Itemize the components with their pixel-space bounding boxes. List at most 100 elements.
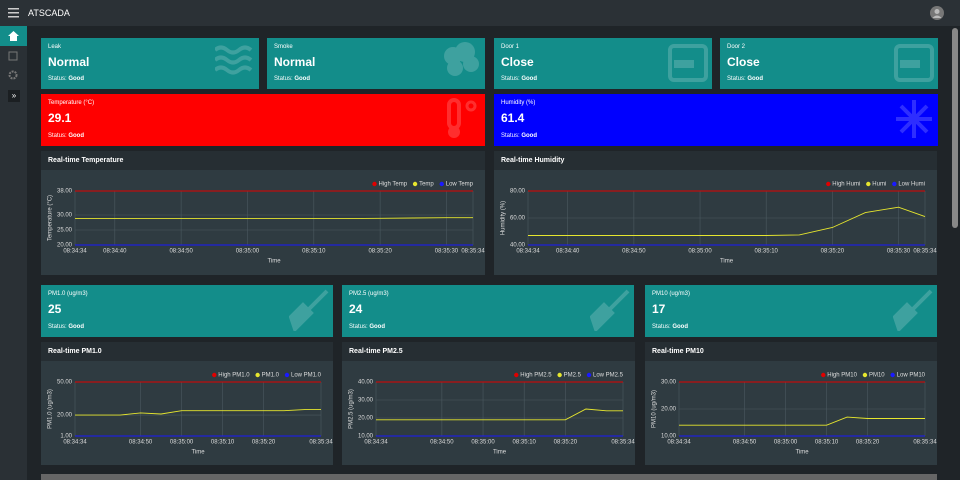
app-title: ATSCADA: [28, 8, 70, 18]
y-tick-label: 25.00: [57, 228, 73, 234]
legend-label: Humi: [872, 182, 886, 188]
x-tick-label: 08:35:20: [856, 440, 880, 446]
card-value: Close: [501, 55, 534, 69]
card-label: PM2.5 (ug/m3): [349, 291, 389, 297]
card-status: Status: Good: [652, 324, 688, 330]
x-tick-label: 08:35:34: [461, 249, 485, 255]
x-tick-label: 08:35:34: [913, 249, 937, 255]
card-icon: [668, 44, 708, 82]
card-label: PM10 (ug/m3): [652, 291, 691, 297]
legend-marker: [826, 181, 831, 187]
y-tick-label: 38.00: [57, 189, 73, 195]
card-icon: [447, 98, 477, 138]
legend-label: Low Temp: [446, 182, 474, 188]
legend-marker: [821, 372, 826, 378]
x-tick-label: 08:35:10: [815, 440, 839, 446]
nav-settings[interactable]: [8, 70, 18, 80]
chart-title: Real-time PM10: [645, 342, 937, 361]
legend-marker: [284, 372, 290, 378]
legend-marker: [862, 372, 868, 378]
x-tick-label: 08:35:20: [252, 440, 276, 446]
legend-marker: [439, 181, 444, 187]
user-avatar[interactable]: [930, 6, 944, 20]
legend-marker: [372, 181, 377, 187]
chart-panel: Real-time PM2.5 10.00 20.00 30.00 40.00 08:34…: [342, 342, 635, 465]
legend-marker: [212, 372, 217, 378]
menu-button[interactable]: [8, 8, 19, 18]
x-tick-label: 08:35:30: [435, 249, 459, 255]
chart: 10.00 20.00 30.00 08:34:34 08:34:50 08:35:00 0…: [652, 372, 938, 456]
legend-marker: [892, 181, 897, 187]
x-tick-label: 08:35:34: [611, 440, 635, 446]
x-tick-label: 08:34:40: [556, 249, 580, 255]
status-label: Status:: [48, 324, 69, 330]
legend-label: Low Humi: [898, 182, 925, 188]
card-value: 24: [349, 302, 363, 316]
card-value: 25: [48, 302, 62, 316]
x-tick-label: 08:35:30: [887, 249, 911, 255]
y-axis-label: PM1.0 (ug/m3): [48, 389, 54, 429]
x-tick-label: 08:34:50: [622, 249, 646, 255]
status-label: Status:: [501, 133, 522, 139]
x-tick-label: 08:35:34: [309, 440, 333, 446]
chart-title: Real-time Temperature: [41, 151, 485, 170]
x-tick-label: 08:35:10: [755, 249, 779, 255]
y-tick-label: 10.00: [358, 434, 374, 440]
x-tick-label: 08:34:50: [430, 440, 454, 446]
x-tick-label: 08:35:20: [554, 440, 578, 446]
y-tick-label: 60.00: [510, 216, 526, 222]
y-tick-label: 40.00: [358, 380, 374, 386]
x-tick-label: 08:35:00: [170, 440, 194, 446]
card-status: Status: Good: [48, 324, 84, 330]
top-bar: ATSCADA: [0, 0, 960, 26]
status-card: Door 2 Close Status: Good: [720, 38, 938, 89]
y-tick-label: 80.00: [510, 189, 526, 195]
x-axis-label: Time: [493, 450, 507, 456]
status-card: PM10 (ug/m3) 17 Status: Good: [645, 285, 937, 337]
status-card: Temperature (°C) 29.1 Status: Good: [41, 94, 485, 146]
x-tick-label: 08:35:34: [913, 440, 937, 446]
nav-list[interactable]: [8, 51, 18, 61]
card-label: Door 2: [727, 44, 746, 50]
chart-panel: Real-time Temperature 20.00 25.00 30.00 38.0…: [41, 151, 485, 275]
data-line: [376, 408, 623, 421]
x-tick-label: 08:35:10: [302, 249, 326, 255]
data-line: [75, 409, 321, 416]
data-line: [75, 217, 473, 220]
status-label: Status:: [652, 324, 673, 330]
status-label: Status:: [48, 133, 69, 139]
scrollbar-h[interactable]: [41, 474, 937, 480]
legend-marker: [255, 372, 260, 378]
y-tick-label: 20.00: [661, 407, 677, 413]
x-tick-label: 08:34:50: [733, 440, 757, 446]
status-value: Good: [521, 76, 538, 82]
status-card: Humidity (%) 61.4 Status: Good: [494, 94, 938, 146]
card-status: Status: Good: [727, 76, 763, 82]
card-status: Status: Good: [349, 324, 385, 330]
status-label: Status:: [501, 76, 522, 82]
x-tick-label: 08:34:34: [63, 249, 87, 255]
scrollbar[interactable]: [952, 28, 958, 228]
card-value: 61.4: [501, 111, 525, 125]
y-axis-label: PM10 (ug/m3): [652, 390, 658, 428]
card-value: 17: [652, 302, 666, 316]
y-tick-label: 40.00: [510, 243, 526, 249]
card-label: Temperature (°C): [48, 100, 95, 106]
y-tick-label: 20.00: [358, 416, 374, 422]
card-label: Door 1: [501, 44, 520, 50]
chart-title: Real-time Humidity: [494, 151, 937, 170]
chart: 1.00 20.00 50.00 08:34:34 08:34:50 08:35:00 08…: [48, 372, 334, 456]
x-tick-label: 08:34:34: [364, 440, 388, 446]
card-icon: [215, 45, 253, 75]
status-value: Good: [68, 133, 85, 139]
card-label: Leak: [48, 44, 62, 50]
nav-expand[interactable]: »: [8, 90, 20, 102]
x-tick-label: 08:35:20: [368, 249, 392, 255]
nav-home[interactable]: [0, 26, 27, 46]
card-label: PM1.0 (ug/m3): [48, 291, 88, 297]
card-label: Humidity (%): [501, 100, 536, 106]
status-value: Good: [747, 76, 764, 82]
status-label: Status:: [349, 324, 370, 330]
legend-label: High PM10: [827, 373, 857, 379]
